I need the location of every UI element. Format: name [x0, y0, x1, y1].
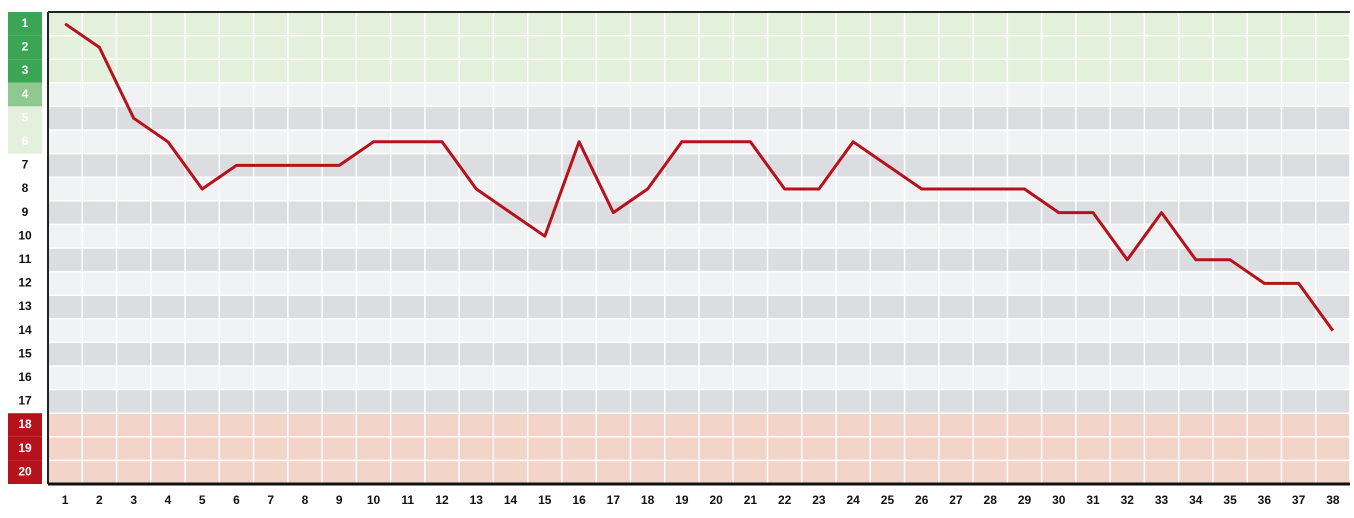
rank-box — [8, 436, 42, 461]
x-tick-label: 35 — [1223, 493, 1237, 507]
x-tick-label: 33 — [1155, 493, 1169, 507]
y-tick-label: 13 — [18, 299, 32, 313]
x-tick-label: 27 — [949, 493, 963, 507]
x-tick-label: 7 — [267, 493, 274, 507]
x-tick-label: 29 — [1018, 493, 1032, 507]
rank-box — [8, 59, 42, 83]
x-tick-label: 25 — [881, 493, 895, 507]
x-tick-label: 8 — [302, 493, 309, 507]
rank-box — [8, 413, 42, 437]
y-tick-label: 3 — [22, 63, 29, 77]
y-tick-label: 17 — [18, 394, 32, 408]
x-tick-label: 9 — [336, 493, 343, 507]
x-tick-label: 38 — [1326, 493, 1340, 507]
x-tick-label: 6 — [233, 493, 240, 507]
x-tick-label: 15 — [538, 493, 552, 507]
x-tick-label: 22 — [778, 493, 792, 507]
x-tick-label: 34 — [1189, 493, 1203, 507]
y-tick-label: 10 — [18, 228, 32, 242]
y-tick-label: 18 — [18, 417, 32, 431]
x-tick-label: 28 — [984, 493, 998, 507]
y-tick-label: 12 — [18, 276, 32, 290]
y-tick-label: 1 — [22, 16, 29, 30]
rank-box — [8, 82, 42, 107]
x-tick-label: 19 — [675, 493, 689, 507]
x-tick-label: 30 — [1052, 493, 1066, 507]
x-tick-label: 2 — [96, 493, 103, 507]
y-tick-label: 9 — [22, 205, 29, 219]
y-tick-label: 14 — [18, 323, 32, 337]
x-tick-label: 10 — [367, 493, 381, 507]
y-tick-label: 4 — [22, 87, 29, 101]
rank-box — [8, 12, 42, 36]
y-tick-label: 20 — [18, 464, 32, 478]
x-tick-label: 5 — [199, 493, 206, 507]
x-tick-label: 31 — [1086, 493, 1100, 507]
x-tick-label: 24 — [847, 493, 861, 507]
x-tick-label: 23 — [812, 493, 826, 507]
rank-box — [8, 106, 42, 130]
x-tick-label: 36 — [1258, 493, 1272, 507]
x-tick-label: 12 — [435, 493, 449, 507]
x-tick-label: 32 — [1121, 493, 1135, 507]
x-tick-label: 20 — [709, 493, 723, 507]
x-tick-label: 21 — [744, 493, 758, 507]
rank-line — [64, 22, 1335, 332]
y-tick-label: 6 — [22, 134, 29, 148]
x-tick-label: 26 — [915, 493, 929, 507]
y-tick-label: 2 — [22, 40, 29, 54]
rank-box — [8, 130, 42, 154]
x-tick-label: 16 — [572, 493, 586, 507]
x-tick-label: 17 — [607, 493, 621, 507]
y-tick-label: 16 — [18, 370, 32, 384]
x-tick-label: 37 — [1292, 493, 1306, 507]
x-tick-label: 11 — [401, 493, 414, 507]
y-tick-label: 7 — [22, 158, 29, 172]
y-tick-label: 15 — [18, 346, 32, 360]
y-tick-label: 8 — [22, 181, 29, 195]
x-tick-label: 1 — [62, 493, 69, 507]
rank-box — [8, 460, 42, 484]
rank-box — [8, 35, 42, 60]
x-tick-label: 4 — [165, 493, 172, 507]
x-tick-label: 14 — [504, 493, 518, 507]
x-tick-label: 3 — [130, 493, 137, 507]
x-tick-label: 18 — [641, 493, 655, 507]
y-tick-label: 19 — [18, 441, 32, 455]
x-tick-label: 13 — [470, 493, 484, 507]
y-tick-label: 5 — [22, 110, 29, 124]
y-tick-label: 11 — [19, 252, 32, 266]
